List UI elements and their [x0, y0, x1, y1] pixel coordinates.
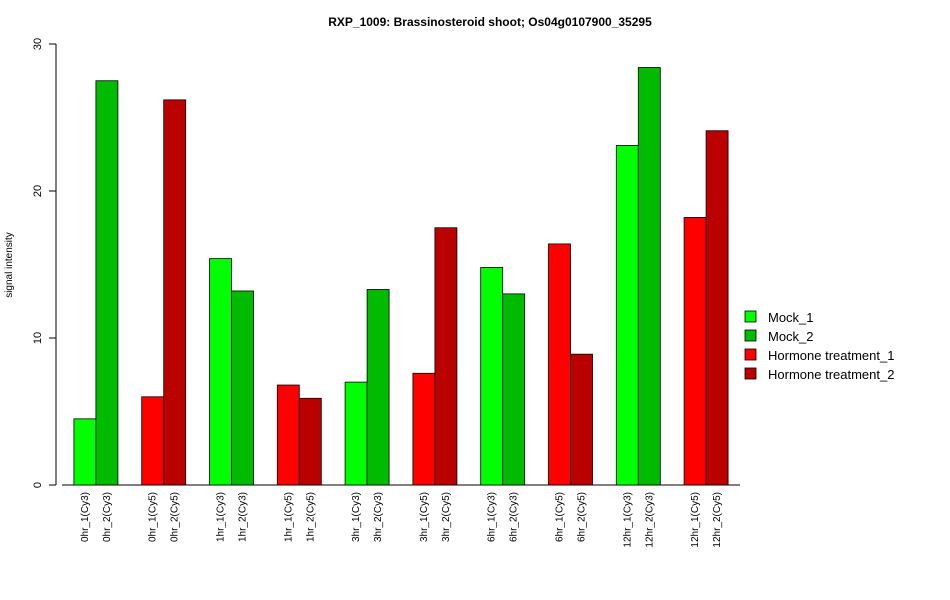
x-tick-label: 3hr_2(Cy5) — [441, 492, 452, 542]
bars — [73, 67, 729, 486]
x-tick-label: 1hr_2(Cy5) — [305, 492, 316, 542]
bar — [637, 67, 661, 486]
x-tick-label: 3hr_1(Cy3) — [351, 492, 362, 542]
bar — [502, 293, 526, 486]
x-tick-label: 0hr_1(Cy5) — [148, 492, 159, 542]
x-tick-label: 1hr_1(Cy3) — [216, 492, 227, 542]
legend-label: Hormone treatment_2 — [768, 367, 894, 382]
legend-label: Mock_1 — [768, 310, 814, 325]
legend-swatch — [744, 367, 757, 380]
x-tick-label: 12hr_2(Cy5) — [712, 492, 723, 548]
legend-label: Mock_2 — [768, 329, 814, 344]
y-tick-label: 10 — [32, 332, 44, 344]
bar — [231, 290, 254, 486]
chart-title: RXP_1009: Brassinosteroid shoot; Os04g01… — [328, 15, 652, 29]
bar — [480, 267, 504, 486]
legend: Mock_1 Mock_2 Hormone treatment_1 Hormone t… — [744, 310, 894, 382]
y-tick-label: 20 — [32, 185, 44, 197]
x-tick-label: 0hr_2(Cy5) — [170, 492, 181, 542]
bar — [95, 80, 119, 486]
x-tick-label: 6hr_1(Cy3) — [487, 492, 498, 542]
legend-label: Hormone treatment_1 — [768, 348, 894, 363]
bar — [366, 289, 390, 486]
bar — [705, 130, 729, 486]
x-tick-label: 0hr_2(Cy3) — [102, 492, 113, 542]
x-tick-label: 3hr_2(Cy3) — [373, 492, 384, 542]
x-tick-labels: 0hr_1(Cy3) 0hr_2(Cy3) 0hr_1(Cy5) 0hr_2(Cy5)… — [80, 492, 723, 548]
bar — [548, 243, 571, 486]
x-tick-label: 12hr_1(Cy3) — [622, 492, 633, 548]
bar — [434, 227, 458, 486]
x-tick-label: 0hr_1(Cy3) — [80, 492, 91, 542]
legend-swatch — [744, 310, 757, 323]
x-tick-label: 6hr_2(Cy3) — [509, 492, 520, 542]
bar — [412, 372, 436, 486]
legend-swatch — [744, 348, 757, 361]
bar — [683, 217, 707, 486]
x-tick-label: 12hr_1(Cy5) — [690, 492, 701, 548]
bar — [298, 397, 322, 486]
bar — [344, 381, 368, 486]
y-axis-label: signal intensity — [4, 232, 15, 298]
bar — [73, 418, 97, 486]
bar — [163, 99, 187, 486]
y-tick-label: 0 — [32, 482, 44, 488]
bar — [276, 384, 300, 486]
legend-swatch — [744, 329, 757, 342]
x-tick-label: 6hr_1(Cy5) — [555, 492, 566, 542]
bar — [209, 258, 232, 486]
y-axis: 0 10 20 30 — [32, 38, 57, 488]
bar — [570, 353, 593, 486]
x-tick-label: 12hr_2(Cy3) — [644, 492, 655, 548]
bar — [615, 145, 639, 486]
x-tick-label: 3hr_1(Cy5) — [419, 492, 430, 542]
y-tick-label: 30 — [32, 38, 44, 50]
x-tick-label: 1hr_2(Cy3) — [238, 492, 249, 542]
x-tick-label: 6hr_2(Cy5) — [577, 492, 588, 542]
bar — [141, 396, 165, 486]
x-tick-label: 1hr_1(Cy5) — [283, 492, 294, 542]
